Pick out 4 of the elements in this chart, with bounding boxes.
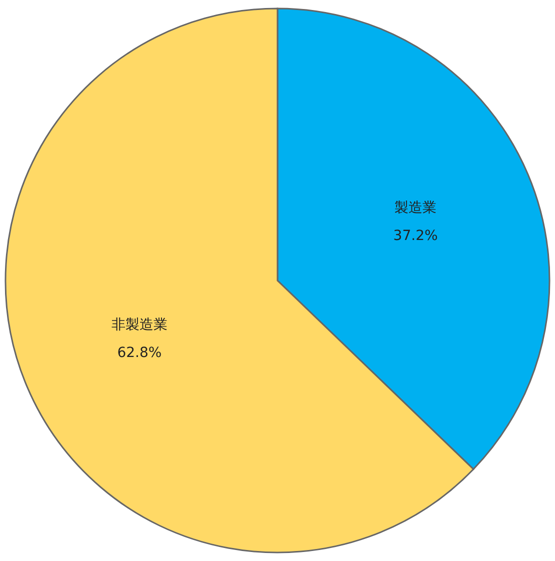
slice-label: 非製造業 <box>111 317 168 334</box>
slice-label: 製造業 <box>394 200 437 216</box>
data-label: 62.8% <box>117 345 162 362</box>
data-label: 37.2% <box>393 228 438 244</box>
